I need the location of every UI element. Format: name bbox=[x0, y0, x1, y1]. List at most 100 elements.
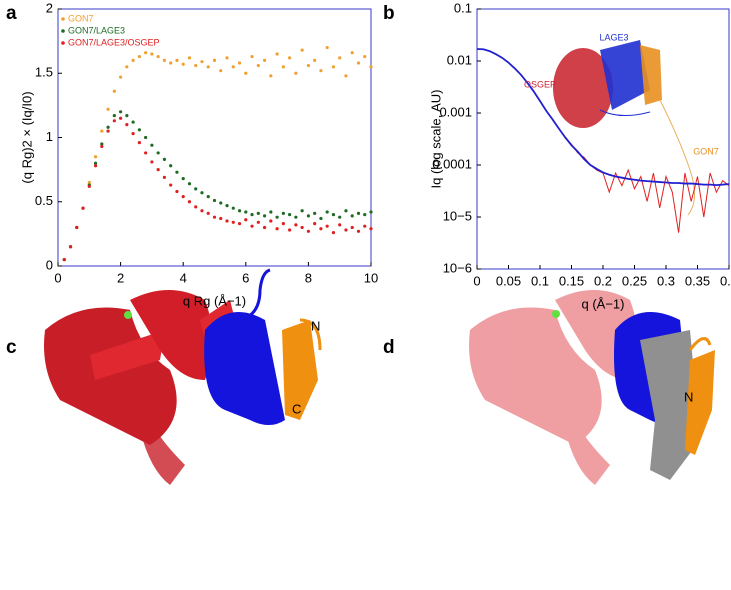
y-tick-label: 2 bbox=[46, 0, 53, 15]
y-tick-label: 0.5 bbox=[35, 193, 53, 208]
data-point bbox=[344, 209, 348, 213]
data-point bbox=[119, 75, 123, 79]
y-tick-label: 0.001 bbox=[439, 104, 472, 119]
data-point bbox=[62, 257, 66, 262]
x-tick-label: 0 bbox=[473, 273, 480, 288]
x-tick-label: 0 bbox=[54, 270, 61, 285]
y-tick-label: 10−5 bbox=[443, 208, 472, 223]
data-point bbox=[175, 170, 179, 174]
terminus-label: N bbox=[684, 389, 693, 404]
data-point bbox=[338, 215, 342, 219]
data-point bbox=[319, 69, 323, 73]
data-point bbox=[350, 225, 354, 230]
data-point bbox=[175, 58, 179, 63]
data-point bbox=[212, 215, 217, 219]
data-point bbox=[106, 125, 110, 129]
data-point bbox=[306, 63, 310, 68]
data-point bbox=[131, 58, 135, 63]
data-point bbox=[131, 132, 135, 136]
data-point bbox=[187, 182, 192, 186]
data-point bbox=[137, 128, 141, 132]
y-tick-label: 10−6 bbox=[443, 260, 472, 275]
data-point bbox=[75, 225, 79, 230]
y-tick-label: 0.01 bbox=[447, 52, 472, 67]
data-point bbox=[68, 245, 73, 249]
data-point bbox=[244, 218, 248, 222]
data-point bbox=[325, 210, 329, 214]
data-point bbox=[356, 211, 361, 215]
y-tick-label: 1 bbox=[46, 129, 53, 144]
data-point bbox=[150, 160, 154, 164]
data-point bbox=[319, 227, 323, 231]
data-point bbox=[81, 206, 85, 210]
data-point bbox=[306, 229, 310, 233]
data-point bbox=[356, 229, 361, 233]
data-point bbox=[369, 227, 373, 231]
data-point bbox=[231, 220, 235, 224]
data-point bbox=[244, 210, 248, 214]
inset-structure bbox=[553, 40, 695, 216]
data-point bbox=[294, 215, 298, 219]
panel-label: b bbox=[383, 3, 395, 24]
data-point bbox=[269, 210, 273, 214]
data-point bbox=[93, 161, 98, 165]
y-tick-label: 0.0001 bbox=[432, 156, 472, 171]
x-tick-label: 4 bbox=[180, 270, 187, 285]
x-tick-label: 10 bbox=[364, 270, 378, 285]
data-point bbox=[325, 224, 329, 228]
data-point bbox=[112, 89, 116, 93]
data-point bbox=[137, 54, 141, 59]
data-point bbox=[194, 63, 198, 68]
y-axis-label: (q Rg)2 × (Iq/I0) bbox=[19, 91, 34, 183]
data-point bbox=[250, 213, 254, 217]
data-point bbox=[187, 56, 192, 60]
plot-frame bbox=[476, 8, 730, 270]
data-point bbox=[219, 216, 223, 221]
data-point bbox=[256, 220, 260, 224]
data-point bbox=[344, 74, 348, 78]
data-point bbox=[162, 175, 167, 179]
data-point bbox=[350, 214, 354, 218]
x-tick-label: 0.2 bbox=[594, 273, 612, 288]
data-point bbox=[181, 62, 185, 66]
x-tick-label: 0.15 bbox=[559, 273, 584, 288]
data-point bbox=[256, 211, 260, 215]
annotation: OSGEP bbox=[524, 79, 556, 89]
data-point bbox=[125, 114, 129, 118]
data-point bbox=[331, 230, 336, 235]
data-point bbox=[125, 123, 129, 127]
data-point bbox=[350, 51, 354, 55]
data-point bbox=[219, 69, 223, 73]
data-point bbox=[300, 48, 304, 52]
data-point bbox=[200, 209, 204, 213]
data-point bbox=[119, 116, 123, 120]
data-point bbox=[206, 65, 210, 69]
data-point bbox=[119, 110, 123, 114]
data-point bbox=[300, 225, 304, 230]
data-point bbox=[338, 223, 342, 227]
data-point bbox=[369, 210, 373, 214]
y-tick-label: 1.5 bbox=[35, 65, 53, 80]
data-point bbox=[237, 209, 242, 213]
data-point bbox=[112, 114, 116, 118]
data-point bbox=[169, 183, 173, 187]
data-point bbox=[325, 45, 329, 50]
data-point bbox=[237, 221, 242, 226]
data-point bbox=[100, 144, 104, 149]
data-point bbox=[175, 189, 179, 194]
data-point bbox=[93, 164, 98, 168]
data-point bbox=[313, 211, 317, 215]
data-point bbox=[250, 54, 254, 59]
structure-d bbox=[469, 290, 715, 485]
data-point bbox=[187, 200, 192, 204]
data-point bbox=[225, 219, 229, 223]
data-point bbox=[125, 65, 129, 69]
data-point bbox=[206, 211, 210, 215]
data-point bbox=[144, 151, 148, 155]
data-point bbox=[237, 61, 242, 65]
data-point bbox=[219, 201, 223, 205]
data-point bbox=[244, 71, 248, 75]
data-point bbox=[231, 65, 235, 69]
data-point bbox=[162, 157, 167, 161]
data-point bbox=[313, 58, 317, 63]
